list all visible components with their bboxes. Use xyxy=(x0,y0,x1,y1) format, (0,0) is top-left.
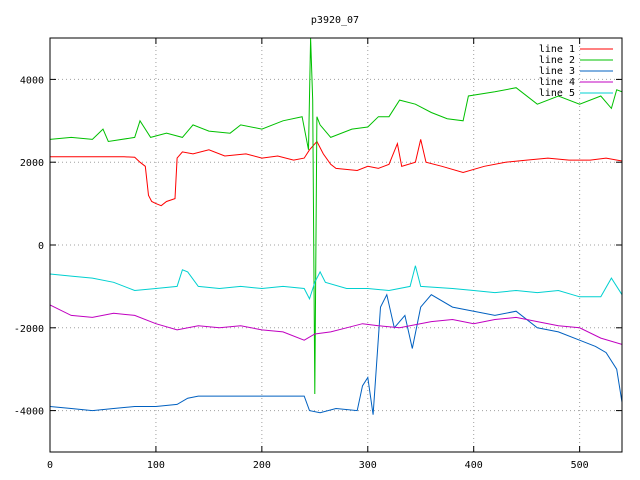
legend-label: line 4 xyxy=(539,77,575,88)
tick-layer: 0 100 200 300 400 500 -4000 -2000 0 2000 4000 xyxy=(14,38,622,471)
legend-label: line 3 xyxy=(539,66,575,77)
x-tick-label: 0 xyxy=(47,460,53,471)
legend-label: line 2 xyxy=(539,55,575,66)
legend-label: line 5 xyxy=(539,88,575,99)
series-line-1 xyxy=(50,139,622,207)
series-line-3 xyxy=(50,293,622,415)
x-tick-label: 200 xyxy=(253,460,271,471)
series-line-4 xyxy=(50,304,622,345)
y-tick-label: -4000 xyxy=(14,407,44,418)
legend-label: line 1 xyxy=(539,44,575,55)
x-tick-label: 300 xyxy=(359,460,377,471)
y-tick-label: 2000 xyxy=(20,158,44,169)
y-tick-label: 0 xyxy=(38,241,44,252)
grid-layer xyxy=(49,38,622,452)
plot-frame xyxy=(49,37,623,453)
y-tick-label: 4000 xyxy=(20,75,44,86)
y-tick-label: -2000 xyxy=(14,324,44,335)
series-line-5 xyxy=(50,265,622,301)
x-tick-label: 400 xyxy=(465,460,483,471)
chart-title: p3920_07 xyxy=(311,15,359,26)
x-tick-label: 100 xyxy=(147,460,165,471)
x-tick-label: 500 xyxy=(571,460,589,471)
series-line-2 xyxy=(50,38,622,395)
series-layer xyxy=(50,38,622,415)
